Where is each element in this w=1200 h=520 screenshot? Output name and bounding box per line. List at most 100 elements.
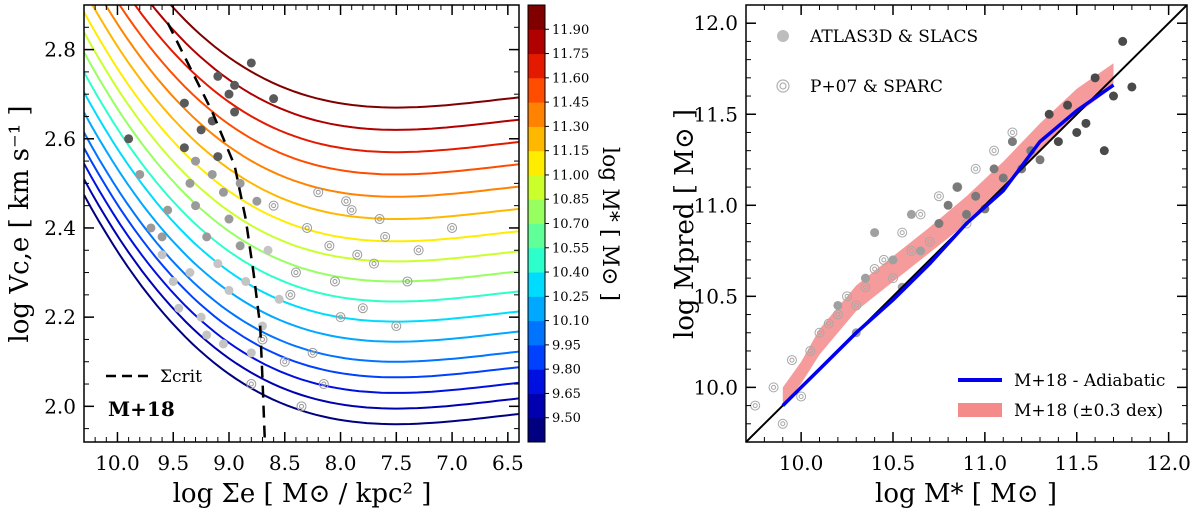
right-scatter-points <box>750 36 1137 429</box>
mass-curve <box>169 5 519 109</box>
left-scatter-points <box>124 58 458 412</box>
x-tick-label: 9.5 <box>157 451 189 475</box>
atlas-legend-label: ATLAS3D & SLACS <box>809 27 978 47</box>
sparc-point <box>805 345 816 356</box>
atlas-point <box>235 241 245 251</box>
sparc-point <box>357 303 368 314</box>
colorbar-block <box>528 272 545 297</box>
y-tick-label: 10.0 <box>693 375 738 399</box>
band-legend-label: M+18 (±0.3 dex) <box>1014 401 1163 421</box>
sparc-point <box>391 321 402 332</box>
atlas-point <box>952 182 962 192</box>
colorbar-tick-label: 10.40 <box>552 266 589 281</box>
colorbar-block <box>528 174 545 200</box>
sparc-point <box>814 327 825 338</box>
atlas-point <box>1127 82 1137 92</box>
x-tick-label: 10.0 <box>95 451 140 475</box>
atlas-point <box>124 134 134 144</box>
atlas-point <box>1072 127 1082 137</box>
atlas-point <box>833 300 843 310</box>
sparc-point <box>915 209 926 220</box>
right-y-axis-title: log Mpred [ M⊙ ] <box>670 109 700 339</box>
atlas-point <box>230 107 240 117</box>
x-tick-label: 10.0 <box>779 451 824 475</box>
atlas-point <box>185 178 195 188</box>
colorbar-block <box>528 296 545 322</box>
mass-curve <box>84 51 519 283</box>
sparc-legend-label: P+07 & SPARC <box>810 77 943 97</box>
atlas-point <box>157 250 167 260</box>
sparc-point <box>290 267 301 278</box>
sparc-point <box>851 300 862 311</box>
x-tick-label: 8.0 <box>325 451 357 475</box>
atlas-point <box>196 125 206 135</box>
atlas-point <box>191 156 201 166</box>
left-x-axis-title: log Σe [ M⊙ / kpc² ] <box>173 479 432 509</box>
colorbar-block <box>528 5 545 30</box>
sparc-point <box>335 312 346 323</box>
sigma-crit-legend-label: Σcrit <box>160 367 202 387</box>
atlas-legend-marker <box>777 30 789 42</box>
atlas-point <box>174 303 184 313</box>
atlas-point <box>202 330 212 340</box>
colorbar-block <box>528 417 545 443</box>
y-tick-label: 10.5 <box>693 284 738 308</box>
sparc-point <box>970 163 981 174</box>
colorbar-tick-label: 11.60 <box>552 71 589 86</box>
adiabatic-legend-label: M+18 - Adiabatic <box>1014 371 1165 391</box>
atlas-point <box>224 285 234 295</box>
atlas-point <box>1053 137 1063 147</box>
mass-curve <box>84 11 519 243</box>
atlas-point <box>269 94 279 104</box>
atlas-point <box>202 232 212 242</box>
atlas-point <box>1035 155 1045 165</box>
colorbar-block <box>528 53 545 79</box>
colorbar-block <box>528 199 545 224</box>
atlas-point <box>1090 73 1100 83</box>
atlas-point <box>1007 137 1017 147</box>
mass-curve <box>84 91 519 323</box>
colorbar-tick-label: 9.95 <box>552 338 581 353</box>
mass-curve <box>84 31 519 263</box>
atlas-point <box>218 339 228 349</box>
sparc-point <box>897 227 908 238</box>
left-ticks: 10.0 9.5 9.0 8.5 8.0 7.5 7.0 6.5 2.0 2.2 2.4 2.6 2.8 <box>44 4 524 475</box>
sparc-point <box>329 276 340 287</box>
sparc-point <box>352 249 363 260</box>
sparc-point <box>878 254 889 265</box>
colorbar-tick-label: 10.85 <box>552 193 589 208</box>
sparc-point <box>924 236 935 247</box>
colorbar-tick-label: 10.10 <box>552 314 589 329</box>
x-tick-label: 11.0 <box>963 451 1008 475</box>
colorbar: 9.50 9.65 9.80 9.95 10.10 10.25 10.40 10.55 10.7… <box>527 4 622 443</box>
colorbar-block <box>528 126 545 152</box>
colorbar-tick-label: 10.70 <box>552 217 589 232</box>
atlas-point <box>146 223 156 233</box>
atlas-point <box>916 246 926 256</box>
mass-curve <box>104 5 519 198</box>
sparc-point <box>246 379 257 390</box>
sparc-point <box>318 379 329 390</box>
sparc-point <box>380 231 391 242</box>
sparc-point <box>285 289 296 300</box>
colorbar-tick-label: 9.50 <box>552 411 581 426</box>
atlas-point <box>906 209 916 219</box>
sparc-point <box>796 391 807 402</box>
colorbar-tick-label: 11.75 <box>552 47 589 62</box>
x-tick-label: 12.0 <box>1146 451 1191 475</box>
y-tick-label: 2.8 <box>44 38 76 62</box>
atlas-point <box>888 255 898 265</box>
sparc-point <box>346 205 357 216</box>
y-tick-label: 2.4 <box>44 216 76 240</box>
atlas-point <box>241 276 251 286</box>
colorbar-title: log M* [ M⊙ ] <box>597 147 622 301</box>
sparc-point <box>823 318 834 329</box>
sparc-point <box>268 200 279 211</box>
atlas-point <box>163 205 173 215</box>
atlas-point <box>157 232 167 242</box>
atlas-point <box>218 187 228 197</box>
mass-curve <box>118 5 519 176</box>
colorbar-block <box>528 393 545 419</box>
sparc-point <box>1007 127 1018 138</box>
